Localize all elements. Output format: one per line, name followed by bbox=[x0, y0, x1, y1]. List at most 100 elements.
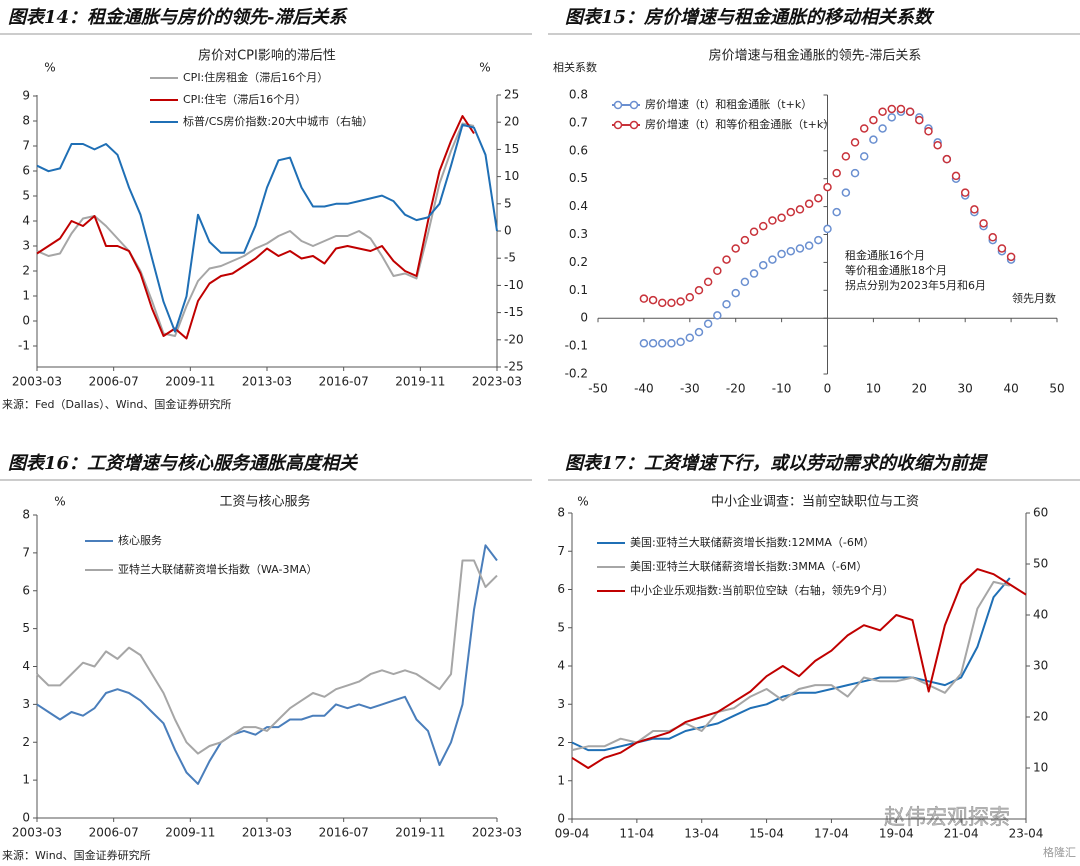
data-point bbox=[960, 188, 970, 197]
y-tick-label: 5 bbox=[557, 620, 565, 634]
source-note: 来源：Fed（Dallas）、Wind、国金证券研究所 bbox=[2, 397, 231, 411]
y-tick-label: 5 bbox=[22, 189, 30, 203]
x-tick-label: -10 bbox=[772, 382, 792, 396]
data-point bbox=[786, 246, 796, 256]
data-point bbox=[804, 199, 814, 209]
data-point bbox=[722, 255, 731, 264]
data-point bbox=[896, 104, 906, 114]
y-tick-label: 1 bbox=[22, 773, 30, 787]
x-tick-label: 2006-07 bbox=[89, 826, 139, 840]
watermark: 格隆汇 bbox=[1043, 845, 1076, 859]
data-point bbox=[850, 138, 860, 147]
data-point bbox=[685, 293, 695, 302]
y-tick-label: 4 bbox=[22, 659, 30, 673]
y-tick-label: 8 bbox=[22, 114, 30, 128]
y2-tick-label: 10 bbox=[504, 169, 519, 183]
y-tick-label: 0.1 bbox=[569, 283, 588, 297]
data-point bbox=[749, 227, 759, 236]
x-tick-label: 30 bbox=[958, 382, 973, 396]
x-tick-label: 2009-11 bbox=[165, 826, 215, 840]
data-point bbox=[915, 115, 924, 125]
y-tick-label: 8 bbox=[22, 508, 30, 522]
legend-marker bbox=[613, 120, 623, 130]
y-tick-label: 0 bbox=[580, 311, 588, 325]
x-tick-label: 23-04 bbox=[1009, 827, 1044, 841]
data-point bbox=[786, 207, 796, 217]
y-axis-label: % bbox=[54, 495, 65, 509]
chart-subtitle: 房价对CPI影响的滞后性 bbox=[198, 48, 336, 64]
chart-subtitle: 工资与核心服务 bbox=[219, 494, 310, 510]
y-tick-label: 0 bbox=[557, 812, 565, 826]
y-tick-label: 7 bbox=[22, 139, 30, 153]
y-axis-label: % bbox=[577, 495, 588, 509]
data-point bbox=[731, 244, 740, 253]
y-tick-label: 2 bbox=[22, 735, 30, 749]
data-point bbox=[768, 255, 777, 264]
y-axis-label: 相关系数 bbox=[553, 60, 597, 74]
x-tick-label: 21-04 bbox=[944, 827, 979, 841]
data-point bbox=[667, 339, 676, 348]
data-point bbox=[832, 168, 841, 178]
legend-marker bbox=[613, 100, 623, 110]
series-line bbox=[571, 568, 1027, 769]
data-point bbox=[731, 288, 740, 298]
data-point bbox=[988, 233, 997, 242]
y2-tick-label: 40 bbox=[1033, 608, 1048, 622]
data-point bbox=[648, 339, 658, 348]
data-point bbox=[970, 205, 979, 214]
y2-tick-label: 10 bbox=[1033, 761, 1048, 775]
data-point bbox=[841, 152, 851, 161]
y2-tick-label: -20 bbox=[504, 332, 524, 346]
y-tick-label: 0.7 bbox=[569, 115, 588, 129]
y-tick-label: 3 bbox=[22, 697, 30, 711]
data-point bbox=[997, 244, 1007, 253]
legend-marker bbox=[629, 120, 639, 130]
series-line bbox=[36, 123, 498, 333]
data-point bbox=[832, 207, 841, 217]
legend-label: 房价增速（t）和等价租金通胀（t+k） bbox=[645, 117, 834, 131]
y-tick-label: 4 bbox=[22, 214, 30, 228]
y-tick-label: 0.3 bbox=[569, 227, 588, 241]
data-point bbox=[1006, 252, 1016, 262]
data-point bbox=[676, 337, 685, 347]
chart-subtitle: 房价增速与租金通胀的领先-滞后关系 bbox=[709, 48, 922, 64]
y2-tick-label: 25 bbox=[504, 88, 519, 102]
source-note: 来源：Wind、国金证券研究所 bbox=[2, 848, 151, 862]
legend-label: 房价增速（t）和租金通胀（t+k） bbox=[645, 97, 812, 111]
y-tick-label: 0.4 bbox=[569, 199, 588, 213]
x-tick-label: 2003-03 bbox=[12, 826, 62, 840]
data-point bbox=[758, 221, 768, 231]
data-point bbox=[703, 277, 713, 287]
x-tick-label: 50 bbox=[1049, 382, 1064, 396]
y2-tick-label: 5 bbox=[504, 196, 512, 210]
data-point bbox=[768, 216, 777, 225]
y-tick-label: 3 bbox=[557, 697, 565, 711]
data-point bbox=[951, 171, 961, 181]
data-point bbox=[850, 168, 860, 178]
y2-tick-label: 0 bbox=[504, 224, 512, 238]
data-point bbox=[887, 113, 897, 122]
x-tick-label: 2016-07 bbox=[319, 375, 369, 389]
data-point bbox=[814, 193, 823, 203]
y2-tick-label: 50 bbox=[1033, 557, 1048, 571]
data-point bbox=[648, 295, 658, 305]
y2-tick-label: -25 bbox=[504, 360, 524, 374]
y2-axis-label: % bbox=[479, 61, 490, 75]
figure-title: 图表17：工资增速下行，或以劳动需求的收缩为前提 bbox=[565, 453, 988, 474]
data-point bbox=[667, 298, 676, 308]
annotation: 拐点分别为2023年5月和6月 bbox=[845, 278, 986, 292]
x-tick-label: 2013-03 bbox=[242, 375, 292, 389]
series-line bbox=[36, 115, 475, 340]
x-tick-label: 2006-07 bbox=[89, 375, 139, 389]
series-line bbox=[571, 580, 1011, 752]
legend-label: 美国:亚特兰大联储薪资增长指数:12MMA（-6M） bbox=[630, 535, 874, 549]
x-tick-label: 13-04 bbox=[684, 827, 719, 841]
annotation: 租金通胀16个月 bbox=[845, 248, 925, 262]
data-point bbox=[859, 124, 869, 133]
legend-label: CPI:住宅（滞后16个月） bbox=[183, 92, 306, 106]
legend-label: 中小企业乐观指数:当前职位空缺（右轴，领先9个月） bbox=[630, 583, 894, 597]
data-point bbox=[823, 182, 832, 192]
x-tick-label: 40 bbox=[1003, 382, 1018, 396]
y2-tick-label: 30 bbox=[1033, 659, 1048, 673]
